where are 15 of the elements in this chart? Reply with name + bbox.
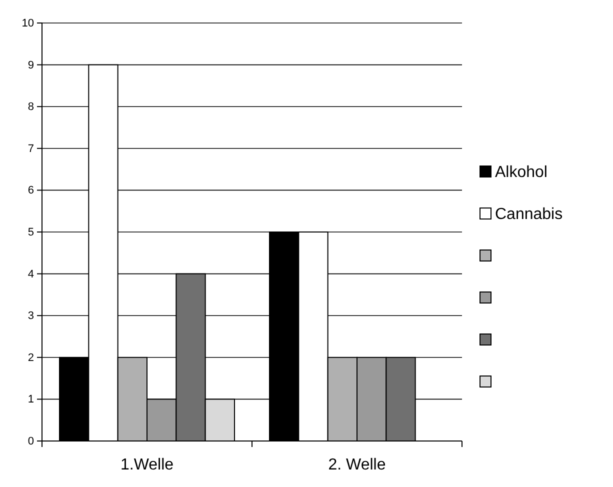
y-tick-label: 10 (22, 18, 34, 30)
y-tick-label: 3 (28, 310, 34, 322)
y-tick-label: 8 (28, 101, 34, 114)
y-tick-label: 1 (28, 394, 34, 406)
y-tick-label: 5 (28, 226, 34, 239)
y-tick-label: 0 (28, 436, 34, 448)
y-tick-label: 4 (28, 268, 34, 280)
y-tick-label: 2 (28, 352, 34, 364)
x-tick-label: 1.Welle (120, 456, 174, 474)
legend-label: Alkohol (495, 164, 548, 181)
legend-label: Cannabis (495, 206, 563, 223)
y-tick-label: 6 (28, 184, 34, 197)
x-tick-label: 2. Welle (328, 456, 386, 474)
y-tick-label: 7 (28, 142, 34, 155)
y-tick-label: 9 (28, 59, 34, 72)
